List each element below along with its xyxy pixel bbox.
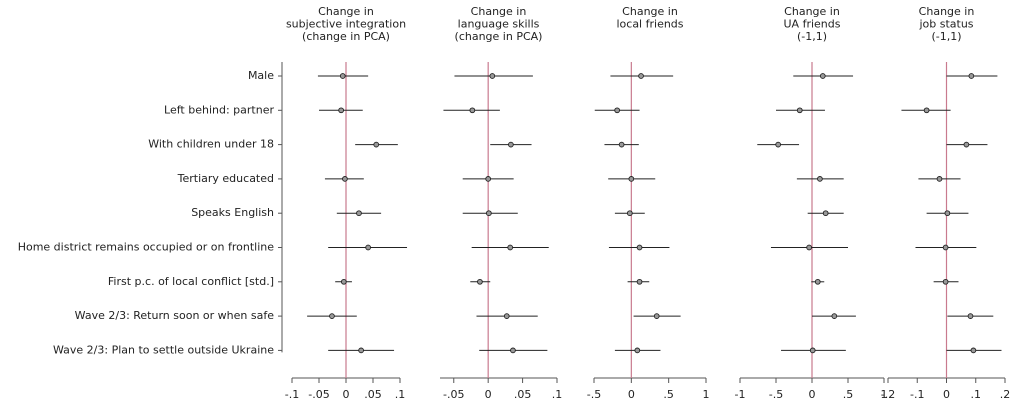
point-estimate	[477, 278, 483, 285]
panel-title: Change in	[784, 5, 840, 18]
point-estimate	[373, 141, 380, 148]
point-estimate	[809, 347, 816, 354]
panel-title: local friends	[616, 18, 683, 31]
x-tick-label: .05	[364, 388, 382, 401]
point-estimate	[822, 210, 829, 217]
x-tick-label: 1	[703, 388, 710, 401]
row-label: Home district remains occupied or on fro…	[18, 241, 275, 254]
row-label: First p.c. of local conflict [std.]	[108, 275, 274, 288]
x-tick-label: 0	[343, 388, 350, 401]
x-tick-label: -.5	[587, 388, 601, 401]
point-estimate	[338, 107, 344, 114]
x-tick-label: 0	[943, 388, 950, 401]
panel-title: job status	[918, 18, 973, 31]
point-estimate	[469, 107, 476, 114]
point-estimate	[653, 313, 660, 319]
panel-title: subjective integration	[286, 18, 406, 31]
point-estimate	[942, 244, 949, 251]
point-estimate	[486, 210, 492, 217]
point-estimate	[636, 244, 643, 251]
x-tick-label: 0	[809, 388, 816, 401]
x-tick-label: -.05	[443, 388, 464, 401]
point-estimate	[508, 141, 514, 148]
row-label: With children under 18	[148, 138, 274, 151]
row-label: Wave 2/3: Return soon or when safe	[75, 309, 275, 322]
point-estimate	[638, 73, 644, 79]
panel-title: Change in	[471, 5, 527, 18]
x-tick-label: .05	[514, 388, 532, 401]
x-tick-label: 1	[881, 388, 888, 401]
panel-title: (change in PCA)	[302, 30, 390, 43]
panel-title: language skills	[458, 18, 540, 31]
point-estimate	[796, 107, 803, 114]
point-estimate	[634, 347, 641, 354]
x-tick-label: .5	[663, 388, 674, 401]
point-estimate	[968, 73, 975, 79]
point-estimate	[358, 347, 364, 354]
point-estimate	[775, 141, 782, 148]
row-label: Speaks English	[191, 206, 274, 219]
x-tick-label: .2	[1000, 388, 1011, 401]
panel-title: (change in PCA)	[455, 30, 543, 43]
point-estimate	[636, 278, 643, 285]
row-label: Tertiary educated	[177, 172, 274, 185]
point-estimate	[339, 73, 346, 79]
panel-title: (-1,1)	[797, 30, 827, 43]
point-estimate	[814, 278, 821, 285]
point-estimate	[944, 210, 951, 217]
point-estimate	[628, 176, 635, 182]
x-tick-label: -.2	[881, 388, 895, 401]
row-label: Male	[248, 69, 274, 82]
point-estimate	[806, 244, 812, 251]
x-tick-label: .5	[843, 388, 854, 401]
point-estimate	[923, 107, 930, 114]
point-estimate	[342, 176, 348, 182]
point-estimate	[485, 176, 492, 182]
row-label: Left behind: partner	[164, 103, 274, 116]
x-tick-label: 0	[485, 388, 492, 401]
x-tick-label: -.1	[910, 388, 924, 401]
x-tick-label: .1	[395, 388, 406, 401]
point-estimate	[817, 176, 823, 182]
panel-title: Change in	[622, 5, 678, 18]
point-estimate	[831, 313, 838, 319]
point-estimate	[329, 313, 335, 319]
x-tick-label: -.1	[285, 388, 299, 401]
x-tick-label: -.05	[308, 388, 329, 401]
x-tick-label: -1	[735, 388, 746, 401]
point-estimate	[489, 73, 496, 79]
point-estimate	[936, 176, 943, 182]
point-estimate	[507, 244, 514, 251]
x-tick-label: .1	[971, 388, 982, 401]
point-estimate	[819, 73, 826, 79]
point-estimate	[356, 210, 362, 217]
point-estimate	[942, 278, 949, 285]
row-label: Wave 2/3: Plan to settle outside Ukraine	[53, 343, 274, 356]
point-estimate	[614, 107, 620, 114]
x-tick-label: 0	[628, 388, 635, 401]
point-estimate	[618, 141, 625, 148]
point-estimate	[340, 278, 347, 285]
point-estimate	[365, 244, 371, 251]
panel-title: Change in	[318, 5, 374, 18]
x-tick-label: -.5	[769, 388, 783, 401]
point-estimate	[626, 210, 633, 217]
x-tick-label: .1	[552, 388, 563, 401]
point-estimate	[503, 313, 510, 319]
panel-title: (-1,1)	[931, 30, 961, 43]
point-estimate	[963, 141, 970, 148]
panel-title: UA friends	[784, 18, 841, 31]
point-estimate	[967, 313, 974, 319]
point-estimate	[510, 347, 516, 354]
point-estimate	[970, 347, 977, 354]
panel-title: Change in	[919, 5, 975, 18]
